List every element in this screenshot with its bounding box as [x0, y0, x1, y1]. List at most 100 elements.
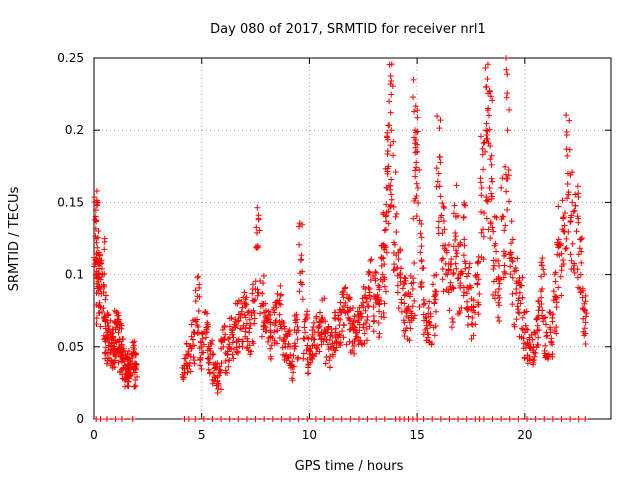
- data-point: [397, 278, 404, 285]
- data-point: [295, 354, 302, 361]
- data-point: [460, 289, 467, 296]
- data-point: [406, 337, 413, 344]
- data-point: [300, 350, 307, 357]
- data-point: [511, 321, 518, 328]
- data-point: [225, 335, 232, 342]
- data-point: [569, 240, 576, 247]
- data-point: [188, 345, 195, 352]
- zero-point: [381, 416, 388, 422]
- data-point: [340, 302, 347, 309]
- data-point: [563, 112, 570, 119]
- data-point: [457, 239, 464, 246]
- data-point: [379, 271, 386, 278]
- data-point: [439, 276, 446, 283]
- data-point: [411, 259, 418, 266]
- data-point: [133, 373, 140, 380]
- data-point: [435, 218, 442, 225]
- data-point: [204, 323, 211, 330]
- data-point: [236, 343, 243, 350]
- data-point: [445, 289, 452, 296]
- data-point: [93, 315, 100, 322]
- data-point: [452, 229, 459, 236]
- data-point: [422, 326, 429, 333]
- data-point: [410, 94, 417, 101]
- data-point: [93, 320, 100, 327]
- data-point: [513, 316, 520, 323]
- data-point: [401, 333, 408, 340]
- data-point: [448, 324, 455, 331]
- data-point: [465, 313, 472, 320]
- data-point: [387, 203, 394, 210]
- data-point: [440, 217, 447, 224]
- data-point: [291, 340, 298, 347]
- data-point: [426, 298, 433, 305]
- data-point: [478, 184, 485, 191]
- zero-point: [304, 416, 311, 422]
- data-point: [259, 333, 266, 340]
- data-point: [439, 266, 446, 273]
- data-point: [302, 316, 309, 323]
- data-point: [469, 321, 476, 328]
- data-point: [376, 286, 383, 293]
- data-point: [405, 289, 412, 296]
- data-point: [368, 256, 375, 263]
- data-point: [179, 371, 186, 378]
- data-point: [207, 347, 214, 354]
- data-point: [487, 156, 494, 163]
- data-point: [407, 325, 414, 332]
- data-point: [265, 338, 272, 345]
- data-point: [432, 292, 439, 299]
- data-point: [578, 259, 585, 266]
- data-point: [271, 309, 278, 316]
- data-point: [361, 330, 368, 337]
- data-point: [480, 233, 487, 240]
- data-point: [340, 334, 347, 341]
- data-point: [361, 340, 368, 347]
- data-point: [132, 362, 139, 369]
- data-point: [391, 241, 398, 248]
- data-point: [99, 308, 106, 315]
- zero-point: [355, 416, 362, 422]
- data-point: [511, 268, 518, 275]
- data-point: [385, 220, 392, 227]
- data-point: [251, 309, 258, 316]
- data-point: [569, 199, 576, 206]
- data-point: [222, 369, 229, 376]
- data-point: [342, 299, 349, 306]
- data-point: [414, 184, 421, 191]
- data-point: [427, 322, 434, 329]
- data-point: [235, 311, 242, 318]
- data-point: [437, 117, 444, 124]
- data-point: [464, 290, 471, 297]
- data-point: [543, 321, 550, 328]
- data-point: [97, 286, 104, 293]
- data-point: [192, 298, 199, 305]
- data-point: [239, 343, 246, 350]
- data-point: [387, 73, 394, 80]
- data-point: [295, 327, 302, 334]
- data-point: [563, 245, 570, 252]
- data-point: [253, 224, 260, 231]
- data-point: [386, 122, 393, 129]
- data-point: [131, 346, 138, 353]
- data-point: [390, 138, 397, 145]
- data-point: [346, 317, 353, 324]
- y-tick-label: 0.25: [57, 51, 84, 65]
- data-point: [289, 377, 296, 384]
- data-point: [276, 318, 283, 325]
- data-point: [468, 335, 475, 342]
- data-point: [562, 246, 569, 253]
- data-point: [238, 311, 245, 318]
- data-point: [426, 339, 433, 346]
- data-point: [356, 327, 363, 334]
- data-point: [246, 342, 253, 349]
- data-point: [127, 370, 134, 377]
- data-point: [572, 202, 579, 209]
- zero-point: [185, 416, 192, 422]
- data-point: [545, 351, 552, 358]
- data-point: [198, 365, 205, 372]
- data-point: [454, 275, 461, 282]
- data-point: [509, 258, 516, 265]
- data-point: [436, 153, 443, 160]
- data-point: [267, 345, 274, 352]
